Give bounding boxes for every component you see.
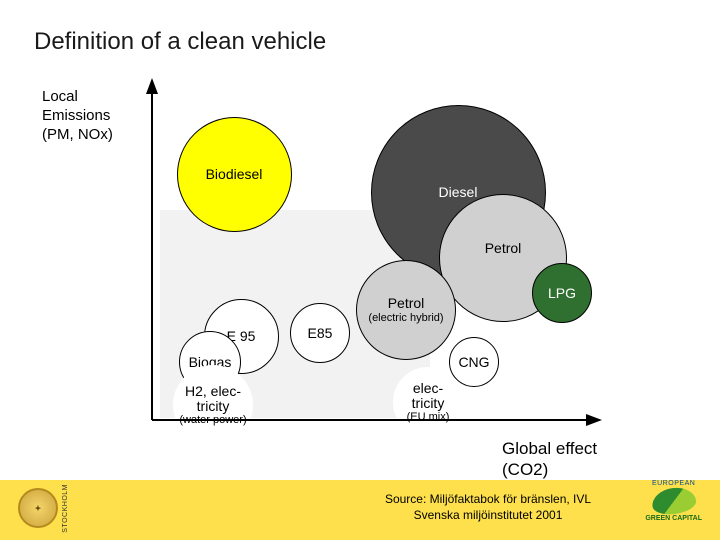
- bubble-biodiesel: Biodiesel: [177, 117, 292, 232]
- stockholm-logo-text: STOCKHOLM: [62, 484, 69, 533]
- page-title: Definition of a clean vehicle: [34, 28, 326, 56]
- green-capital-top: EUROPEAN: [645, 480, 702, 487]
- bubble-label: Diesel: [439, 184, 478, 200]
- bubble-label: CNG: [458, 354, 489, 370]
- bubble-sublabel: (EU mix): [407, 411, 450, 423]
- y-axis-label: Local Emissions (PM, NOx): [42, 88, 113, 144]
- slide: Definition of a clean vehicle Local Emis…: [0, 0, 720, 540]
- green-capital-bottom: GREEN CAPITAL: [645, 515, 702, 522]
- stockholm-logo: ✦ STOCKHOLM: [18, 484, 69, 533]
- bubble-e85: E85: [290, 303, 350, 363]
- bubble-electricity-eu: elec- tricity (EU mix): [393, 367, 463, 437]
- bubble-label: Petrol: [485, 240, 522, 256]
- bubble-label: E85: [308, 325, 333, 341]
- bubble-petrol-hybrid: Petrol (electric hybrid): [356, 260, 456, 360]
- bubble-label: elec- tricity: [412, 381, 445, 412]
- bubble-h2-electricity: H2, elec- tricity (water power): [173, 365, 253, 445]
- bubble-label: H2, elec- tricity: [185, 384, 241, 415]
- bubble-label: Petrol: [388, 296, 425, 311]
- bubble-cng: CNG: [449, 337, 499, 387]
- x-axis-label: Global effect (CO2): [502, 438, 597, 481]
- source-text: Source: Miljöfaktabok för bränslen, IVL …: [338, 492, 638, 523]
- bubble-label: Biodiesel: [206, 166, 263, 182]
- bubble-lpg: LPG: [532, 263, 592, 323]
- bubble-label: LPG: [548, 285, 576, 301]
- crest-icon: ✦: [18, 488, 58, 528]
- leaf-icon: [650, 485, 697, 517]
- bubble-sublabel: (water power): [179, 414, 246, 426]
- green-capital-logo: EUROPEAN GREEN CAPITAL: [645, 480, 702, 522]
- bubble-sublabel: (electric hybrid): [368, 312, 443, 324]
